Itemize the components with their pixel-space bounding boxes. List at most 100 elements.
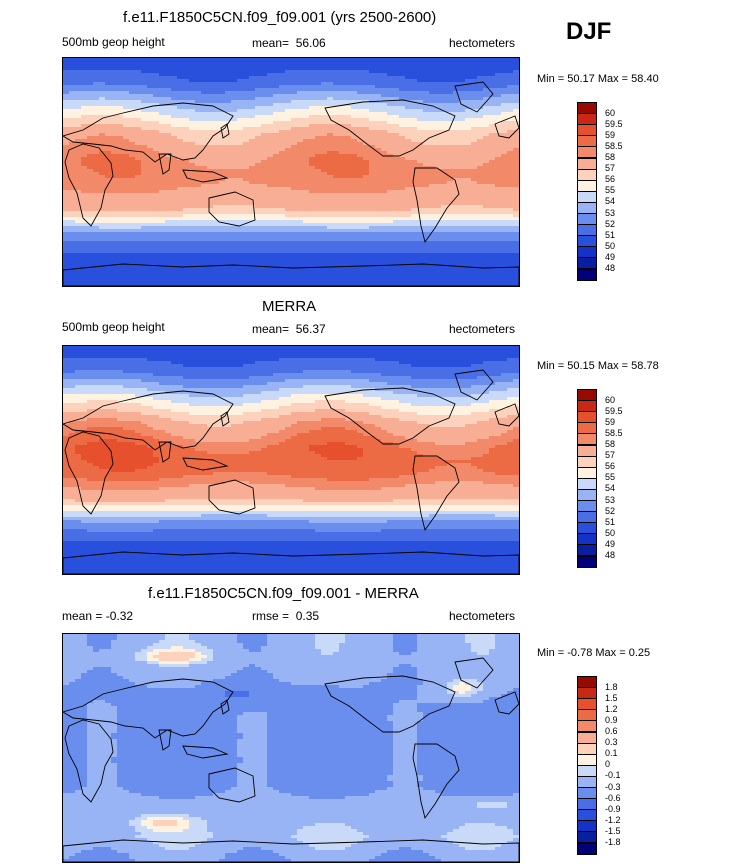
field-cell (99, 172, 106, 176)
field-cell (411, 88, 418, 92)
field-cell (495, 187, 502, 191)
field-cell (507, 85, 514, 89)
field-cell (453, 199, 460, 203)
field-cell (405, 157, 412, 161)
field-cell (351, 199, 358, 203)
field-cell (123, 67, 130, 71)
field-cell (423, 58, 430, 62)
field-cell (99, 97, 106, 101)
field-cell (387, 106, 394, 110)
field-cell (279, 217, 286, 221)
field-cell (387, 91, 394, 95)
field-cell (339, 160, 346, 164)
field-cell (363, 163, 370, 167)
field-cell (69, 160, 76, 164)
field-cell (261, 247, 268, 251)
field-cell (237, 202, 244, 206)
field-cell (321, 175, 328, 179)
field-cell (399, 166, 406, 170)
field-cell (423, 175, 430, 179)
field-cell (171, 163, 178, 167)
field-cell (459, 139, 466, 143)
field-cell (93, 94, 100, 98)
field-cell (501, 193, 508, 197)
field-cell (231, 241, 238, 245)
field-cell (261, 70, 268, 74)
field-cell (219, 238, 226, 242)
field-cell (327, 76, 334, 80)
field-cell (117, 226, 124, 230)
field-cell (99, 226, 106, 230)
field-cell (117, 238, 124, 242)
field-cell (327, 229, 334, 233)
field-cell (393, 73, 400, 77)
field-cell (441, 64, 448, 68)
field-cell (165, 94, 172, 98)
field-cell (381, 181, 388, 185)
field-cell (81, 187, 88, 191)
field-cell (363, 130, 370, 134)
field-cell (219, 187, 226, 191)
field-cell (111, 220, 118, 224)
field-cell (399, 172, 406, 176)
field-cell (255, 163, 262, 167)
field-cell (165, 214, 172, 218)
field-cell (333, 127, 340, 131)
field-cell (183, 205, 190, 209)
field-cell (207, 88, 214, 92)
field-cell (207, 145, 214, 149)
field-cell (189, 208, 196, 212)
field-cell (105, 157, 112, 161)
field-cell (177, 223, 184, 227)
field-cell (81, 85, 88, 89)
field-cell (225, 142, 232, 146)
field-cell (339, 70, 346, 74)
field-cell (369, 172, 376, 176)
field-cell (243, 118, 250, 122)
field-cell (339, 172, 346, 176)
field-cell (159, 193, 166, 197)
field-cell (441, 154, 448, 158)
field-cell (87, 214, 94, 218)
field-cell (393, 175, 400, 179)
field-cell (477, 67, 484, 71)
field-cell (327, 232, 334, 236)
field-cell (369, 73, 376, 77)
field-cell (507, 154, 514, 158)
field-cell (315, 109, 322, 113)
field-cell (81, 97, 88, 101)
field-cell (141, 196, 148, 200)
field-cell (219, 121, 226, 125)
field-cell (87, 154, 94, 158)
field-cell (153, 127, 160, 131)
field-cell (297, 124, 304, 128)
field-cell (207, 127, 214, 131)
field-cell (105, 130, 112, 134)
field-cell (81, 175, 88, 179)
field-cell (429, 187, 436, 191)
field-cell (147, 103, 154, 107)
field-cell (357, 178, 364, 182)
field-cell (435, 133, 442, 137)
field-cell (303, 163, 310, 167)
field-cell (321, 112, 328, 116)
field-cell (315, 169, 322, 173)
field-cell (267, 106, 274, 110)
field-cell (501, 79, 508, 83)
field-cell (417, 244, 424, 248)
field-cell (441, 157, 448, 161)
field-cell (177, 169, 184, 173)
field-cell (459, 235, 466, 239)
field-cell (507, 184, 514, 188)
field-cell (327, 154, 334, 158)
field-cell (69, 118, 76, 122)
field-cell (357, 214, 364, 218)
field-cell (441, 82, 448, 86)
field-cell (303, 82, 310, 86)
field-cell (429, 244, 436, 248)
field-cell (183, 187, 190, 191)
field-cell (495, 124, 502, 128)
field-cell (171, 190, 178, 194)
field-cell (411, 205, 418, 209)
field-cell (261, 85, 268, 89)
